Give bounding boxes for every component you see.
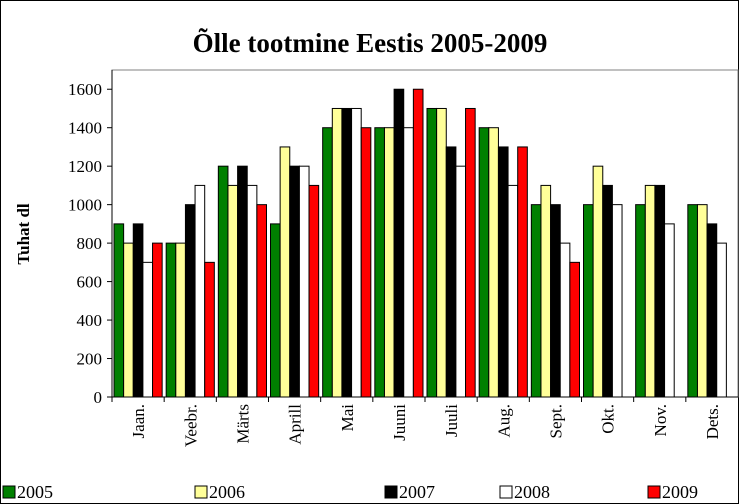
x-tick-label: Veebr. bbox=[181, 404, 200, 447]
bar bbox=[592, 165, 604, 398]
x-tick-label: Mai bbox=[338, 404, 357, 432]
bar bbox=[204, 261, 215, 398]
bar bbox=[383, 127, 395, 398]
x-tick-label: Nov. bbox=[651, 404, 670, 436]
bar bbox=[393, 88, 405, 398]
bar bbox=[298, 165, 310, 398]
bar bbox=[654, 184, 666, 398]
bar bbox=[322, 127, 333, 398]
bar bbox=[142, 261, 154, 398]
bar bbox=[152, 242, 163, 398]
bar bbox=[279, 146, 291, 398]
x-tick-label: Okt. bbox=[599, 404, 618, 434]
legend-swatch bbox=[647, 485, 661, 499]
bar bbox=[132, 223, 144, 398]
bar bbox=[341, 107, 353, 398]
bar bbox=[497, 146, 509, 398]
bar bbox=[540, 184, 552, 398]
bar bbox=[465, 107, 476, 398]
bar bbox=[530, 204, 542, 398]
legend-swatch bbox=[384, 485, 398, 499]
legend-label: 2007 bbox=[399, 482, 435, 502]
bar bbox=[175, 242, 186, 398]
bar bbox=[123, 242, 134, 398]
bar bbox=[644, 184, 656, 398]
bar bbox=[289, 165, 300, 398]
y-tick-label: 1200 bbox=[68, 157, 102, 176]
legend-swatch bbox=[499, 485, 513, 499]
bar bbox=[403, 127, 414, 398]
x-tick-label: Aprill bbox=[286, 404, 305, 445]
bar bbox=[455, 165, 467, 398]
bar bbox=[507, 184, 519, 398]
bar bbox=[445, 146, 457, 398]
bar bbox=[308, 184, 320, 398]
bar bbox=[270, 223, 281, 398]
legend-label: 2008 bbox=[514, 482, 550, 502]
y-tick-label: 200 bbox=[77, 350, 103, 369]
bar bbox=[237, 165, 248, 398]
legend-swatch bbox=[194, 485, 208, 499]
bar bbox=[706, 223, 718, 398]
bar bbox=[165, 242, 177, 398]
bar bbox=[412, 88, 424, 398]
y-tick-label: 1000 bbox=[68, 196, 102, 215]
y-tick-label: 600 bbox=[77, 273, 103, 292]
bar bbox=[569, 261, 580, 398]
legend-swatch bbox=[2, 485, 16, 499]
y-tick-label: 0 bbox=[94, 388, 103, 407]
bar bbox=[436, 107, 447, 398]
bar bbox=[635, 204, 646, 398]
bar bbox=[217, 165, 229, 398]
bar bbox=[184, 204, 196, 398]
bar bbox=[559, 242, 571, 398]
bar bbox=[331, 107, 343, 398]
chart-title: Õlle tootmine Eestis 2005-2009 bbox=[193, 28, 548, 58]
x-tick-label: Juuni bbox=[390, 404, 409, 441]
bar bbox=[583, 204, 594, 398]
bar bbox=[113, 223, 125, 398]
bar bbox=[246, 184, 258, 398]
bar bbox=[227, 184, 239, 398]
bar bbox=[478, 127, 490, 398]
bar bbox=[696, 204, 708, 398]
bar bbox=[488, 127, 499, 398]
x-tick-label: Aug. bbox=[494, 404, 513, 438]
bar bbox=[351, 107, 362, 398]
x-tick-label: Juuli bbox=[442, 404, 461, 437]
bar bbox=[256, 204, 268, 398]
y-tick-label: 800 bbox=[77, 234, 103, 253]
legend-label: 2006 bbox=[209, 482, 245, 502]
bar bbox=[426, 107, 438, 398]
bar bbox=[550, 204, 561, 398]
y-axis-label: Tuhat dl bbox=[14, 203, 33, 265]
bar bbox=[360, 127, 372, 398]
bar bbox=[602, 184, 613, 398]
x-tick-label: Märts bbox=[233, 404, 252, 444]
x-tick-label: Dets. bbox=[703, 404, 722, 439]
x-tick-label: Sept. bbox=[546, 404, 565, 438]
bar bbox=[517, 146, 528, 398]
bar bbox=[374, 127, 385, 398]
y-tick-label: 1600 bbox=[68, 80, 102, 99]
x-tick-label: Jaan. bbox=[129, 404, 148, 438]
legend-label: 2005 bbox=[17, 482, 53, 502]
legend-label: 2009 bbox=[662, 482, 698, 502]
y-tick-label: 400 bbox=[77, 311, 103, 330]
y-tick-label: 1400 bbox=[68, 119, 102, 138]
bar bbox=[194, 184, 206, 398]
bar bbox=[664, 223, 675, 398]
bar bbox=[687, 204, 698, 398]
bar bbox=[716, 242, 727, 398]
bar bbox=[611, 204, 623, 398]
